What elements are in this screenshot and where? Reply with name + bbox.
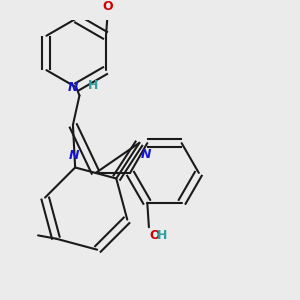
- Text: O: O: [102, 0, 113, 13]
- Text: H: H: [157, 229, 167, 242]
- Text: N: N: [141, 148, 152, 161]
- Text: N: N: [67, 81, 78, 94]
- Text: H: H: [88, 79, 98, 92]
- Text: O: O: [150, 229, 160, 242]
- Text: N: N: [68, 148, 79, 162]
